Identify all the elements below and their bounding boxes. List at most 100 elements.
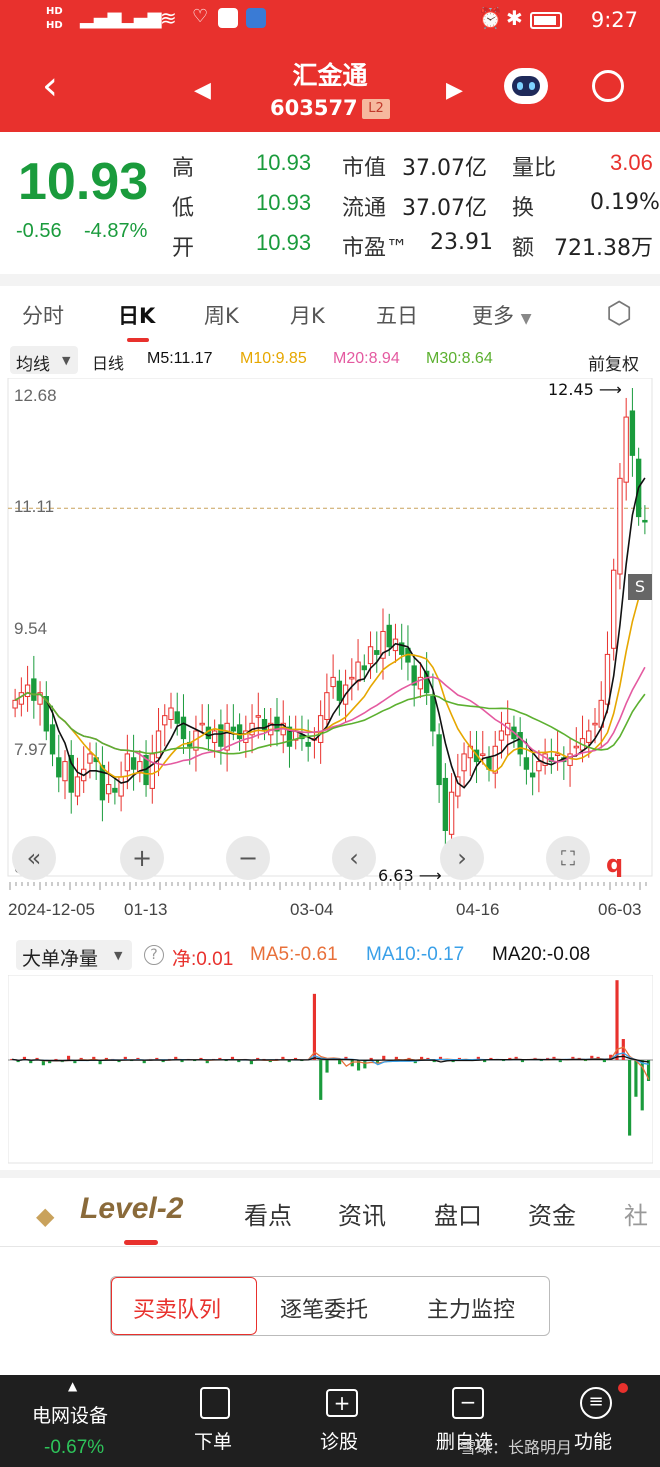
signal-icon: ▂▄▆ [80,8,122,29]
max-price-value: 12.45 [548,380,594,399]
order-button[interactable]: 下单 [194,1431,233,1453]
zoom-in-button[interactable]: + [120,836,164,880]
flow-bar [552,1056,556,1060]
flow-chart[interactable] [8,975,653,1165]
candle-body [56,757,62,778]
separator [0,274,660,286]
flow-bar [539,1060,543,1062]
back-icon[interactable]: ‹ [42,63,58,109]
candle-body [324,692,330,720]
status-bar: HD HD ▂▄▆ ▂▄▆ ≋ ♡ ⏰ ✱ 9:27 [0,0,660,44]
candle-body [99,764,106,801]
tab-weekly-k[interactable]: 周K [204,304,239,328]
segment-bid-ask-queue[interactable]: 买卖队列 [133,1298,222,1323]
flow-indicator-select[interactable]: 大单净量 ▼ [16,940,132,970]
candle-body [374,650,380,655]
sector-change: -0.67% [44,1437,105,1458]
app-badge-icon [218,8,238,28]
segmented-control [110,1276,550,1336]
bluetooth-icon: ✱ [506,6,523,30]
segment-main-force[interactable]: 主力监控 [427,1298,516,1323]
help-icon[interactable]: ? [144,945,164,965]
candle-body [124,753,131,772]
flow-bar [98,1060,102,1065]
low-label: 低 [172,196,195,221]
notification-dot [618,1383,628,1393]
robot-assistant-icon[interactable] [504,68,548,104]
candle-body [455,776,461,797]
scroll-right-button[interactable]: › [440,836,484,880]
sim1-label: HD [46,6,63,17]
flow-bar [79,1057,83,1060]
candle-body [367,646,374,665]
candle-body [642,519,648,523]
candle-body [617,477,623,575]
functions-button[interactable]: 功能 [574,1431,613,1453]
float-label: 流通 [342,196,387,221]
flow-bar [457,1057,461,1060]
high-value: 10.93 [256,150,312,175]
remove-watchlist-button[interactable]: 删自选 [436,1431,494,1453]
flow-bar [66,1055,71,1060]
diagnose-button[interactable]: 诊股 [320,1431,359,1453]
flow-bar [256,1057,260,1060]
candle-body [112,787,118,793]
chevron-down-icon: ▼ [520,311,532,327]
sector-name[interactable]: 电网设备 [32,1405,109,1427]
l2-badge: L2 [362,99,390,119]
tab-more[interactable]: 更多 ▼ [472,300,531,330]
zoom-out-button[interactable]: − [226,836,270,880]
flow-bar [483,1060,487,1063]
fullscreen-button[interactable]: ⛶ [546,836,590,880]
y-tick-3: 9.54 [14,619,48,638]
flow-bar [312,993,317,1060]
tab-intraday[interactable]: 分时 [22,304,64,328]
tab-highlights[interactable]: 看点 [244,1202,292,1230]
settings-hex-icon[interactable]: ⬡ [606,296,633,331]
candle-body [162,715,168,726]
candle-body [417,676,424,690]
candle-body [586,730,592,743]
wifi-icon: ≋ [160,6,177,30]
candle-body [461,753,467,772]
candle-body [448,791,455,835]
level2-logo[interactable]: Level-2 [80,1192,184,1225]
tab-daily-k[interactable]: 日K [118,304,156,328]
search-icon[interactable] [592,70,624,102]
flow-bar [344,1056,348,1060]
flow-bar [123,1056,127,1060]
flow-bar [48,1060,52,1064]
tab-funds[interactable]: 资金 [528,1202,576,1230]
menu-icon: ≡ [580,1387,612,1419]
x-tick-5: 06-03 [598,900,642,919]
candle-body [74,776,81,797]
s-marker-icon[interactable]: S [628,574,652,600]
chart-back-button[interactable]: « [12,836,56,880]
indicator-select[interactable]: 均线 ▼ [10,346,78,375]
candle-body [118,776,124,797]
flow-bar [356,1060,361,1071]
flow-bar [583,1060,588,1062]
candle-body [423,670,430,694]
scroll-left-button[interactable]: ‹ [332,836,376,880]
turnover-label: 换 [512,196,535,221]
next-stock-icon[interactable]: ▶ [446,78,463,103]
tab-news[interactable]: 资讯 [338,1202,386,1230]
pe-label: 市盈™ [342,236,409,261]
tab-five-day[interactable]: 五日 [376,304,418,328]
indicator-label: 均线 [16,355,50,375]
q-icon[interactable]: q [606,850,624,878]
flow-bar [489,1057,493,1060]
tab-community[interactable]: 社 [624,1202,648,1230]
segment-order-by-order[interactable]: 逐笔委托 [280,1298,369,1323]
adjust-mode[interactable]: 前复权 [588,355,639,374]
flow-bar [609,1054,613,1060]
prev-stock-icon[interactable]: ◀ [194,78,211,103]
candle-body [604,653,611,705]
tab-order-book[interactable]: 盘口 [434,1202,482,1230]
tab-monthly-k[interactable]: 月K [290,304,325,328]
segment-active-outline [111,1277,257,1335]
x-tick-2: 01-13 [124,900,168,919]
diagnose-icon: + [326,1389,358,1417]
kline-chart[interactable] [0,378,660,878]
